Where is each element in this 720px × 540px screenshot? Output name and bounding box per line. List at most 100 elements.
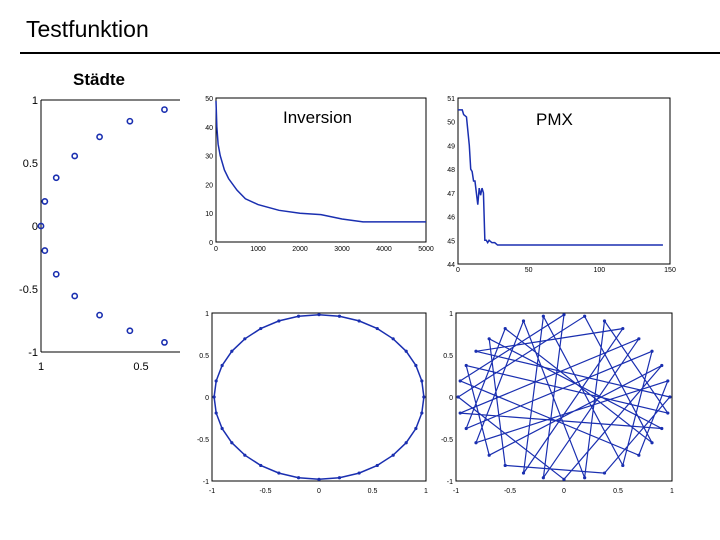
tour-city-point xyxy=(296,476,301,480)
y-tick-label: 49 xyxy=(447,143,455,150)
tour-city-point xyxy=(456,395,460,399)
city-point xyxy=(126,117,134,125)
y-tick-label: -1 xyxy=(447,479,453,486)
x-tick-label: 0 xyxy=(317,488,321,495)
tour-city-point xyxy=(621,326,625,331)
y-tick-label: -1 xyxy=(203,479,209,486)
inversion-label: Inversion xyxy=(283,108,352,127)
tour-city-point xyxy=(666,379,670,383)
tour-city-point xyxy=(357,471,361,475)
x-tick-label: 0 xyxy=(562,488,566,495)
inversion-convergence-chart: 0 1000 2000 3000 4000 5000 50 40 30 20 10 0 xyxy=(205,96,434,253)
y-tick-label: 48 xyxy=(447,167,455,174)
x-tick-label: 4000 xyxy=(376,246,392,253)
tour-city-point xyxy=(391,337,395,341)
tour-city-point xyxy=(668,395,672,399)
city-point xyxy=(71,292,79,300)
tour-city-point xyxy=(404,441,408,445)
x-tick-label: 5000 xyxy=(418,246,434,253)
tour-city-point xyxy=(650,441,654,445)
tour-city-point xyxy=(562,313,566,317)
x-tick-label: 1 xyxy=(424,488,428,495)
city-point xyxy=(126,327,134,335)
tour-city-point xyxy=(391,453,395,457)
tour-city-point xyxy=(583,314,587,318)
y-tick-label: 1 xyxy=(205,311,209,318)
tour-city-point xyxy=(464,426,468,431)
tour-city-point xyxy=(212,395,216,399)
x-tick-label: 1000 xyxy=(250,246,266,253)
tour-city-point xyxy=(404,349,408,353)
y-tick-label: 30 xyxy=(205,154,213,161)
city-point xyxy=(161,339,168,346)
tour-city-point xyxy=(414,363,418,368)
x-tick-label: 150 xyxy=(664,267,676,274)
tour-city-point xyxy=(375,463,379,468)
city-point xyxy=(37,222,45,230)
title-rule xyxy=(20,52,720,54)
tour-city-point xyxy=(296,314,301,318)
y-tick-label: 0.5 xyxy=(199,353,209,360)
tour-city-point xyxy=(666,411,670,415)
tour-city-point xyxy=(503,326,507,331)
cities-scatter-chart: 10.50-0.5-11 0.5 xyxy=(19,95,200,373)
pmx-convergence-chart: 0 50 100 150 51 50 49 48 47 46 45 44 xyxy=(447,96,676,274)
city-point xyxy=(41,247,49,254)
tour-city-point xyxy=(230,349,234,353)
y-tick-label: 51 xyxy=(447,96,455,103)
city-point xyxy=(52,174,60,182)
y-tick-label: 20 xyxy=(205,182,213,189)
y-tick-label: -1 xyxy=(28,347,38,359)
tour-city-point xyxy=(422,395,426,399)
tour-city-point xyxy=(337,314,342,318)
tour-city-point xyxy=(243,453,247,457)
tour-city-point xyxy=(602,319,607,323)
y-tick-label: 50 xyxy=(205,96,213,103)
tour-city-point xyxy=(521,319,526,323)
pmx-label: PMX xyxy=(536,110,573,129)
y-tick-label: 1 xyxy=(32,95,38,107)
y-tick-label: -0.5 xyxy=(441,437,453,444)
tour-city-point xyxy=(474,349,478,353)
x-tick-label: 1 xyxy=(670,488,674,495)
tour-city-point xyxy=(414,426,418,431)
y-tick-label: 0 xyxy=(205,395,209,402)
city-point xyxy=(161,106,168,113)
tour-city-point xyxy=(660,426,664,431)
tour-city-point xyxy=(487,453,491,457)
tour-city-point xyxy=(487,337,491,341)
x-tick-label: -0.5 xyxy=(259,488,271,495)
tour-city-point xyxy=(660,363,664,368)
city-point xyxy=(96,311,103,319)
tour-city-point xyxy=(503,463,507,468)
slide-title: Testfunktion xyxy=(26,16,149,42)
x-tick-label: 1 xyxy=(38,361,44,373)
tour-city-point xyxy=(474,441,478,445)
y-tick-label: 47 xyxy=(447,191,455,198)
tour-city-point xyxy=(583,476,587,480)
city-point xyxy=(52,270,60,278)
tour-city-point xyxy=(541,314,545,318)
city-point xyxy=(96,133,103,141)
y-tick-label: 44 xyxy=(447,262,455,269)
y-tick-label: 40 xyxy=(205,125,213,132)
tour-city-point xyxy=(220,363,224,368)
tour-city-point xyxy=(637,453,641,457)
y-tick-label: 0 xyxy=(449,395,453,402)
x-tick-label: 50 xyxy=(525,267,533,274)
city-point xyxy=(71,152,79,160)
x-tick-label: -1 xyxy=(453,488,459,495)
y-tick-label: 50 xyxy=(447,120,455,127)
x-tick-label: -0.5 xyxy=(504,488,516,495)
tour-city-point xyxy=(277,471,281,475)
y-tick-label: 0.5 xyxy=(23,158,38,170)
tour-city-point xyxy=(562,477,566,481)
y-tick-label: 10 xyxy=(205,211,213,218)
tour-city-point xyxy=(458,379,462,383)
x-tick-label: 0.5 xyxy=(133,361,148,373)
tour-city-point xyxy=(220,426,224,431)
y-tick-label: 1 xyxy=(449,311,453,318)
tour-city-point xyxy=(317,313,321,317)
x-tick-label: -1 xyxy=(209,488,215,495)
y-tick-label: -0.5 xyxy=(197,437,209,444)
